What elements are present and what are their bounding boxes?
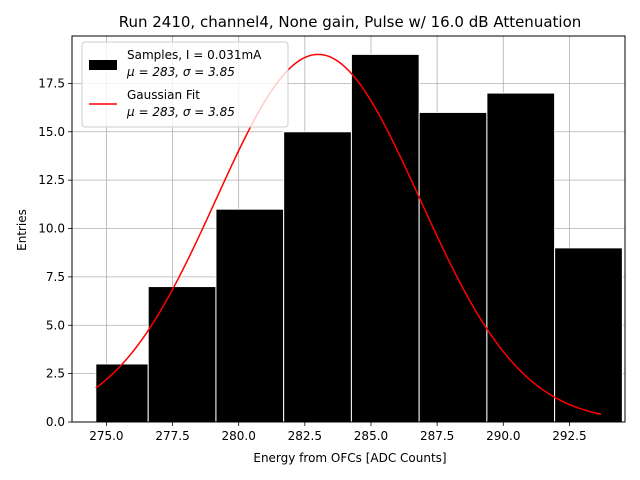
gaussian-fit-line (95, 53, 602, 416)
histogram-bar (215, 208, 285, 423)
legend-samples-stats: μ = 283, σ = 3.85 (126, 65, 235, 79)
y-tick-label: 10.0 (38, 222, 65, 236)
histogram-bar (350, 53, 420, 423)
gaussian-fit-curve (95, 53, 602, 416)
legend-fit-stats: μ = 283, σ = 3.85 (126, 105, 235, 119)
x-axis-label: Energy from OFCs [ADC Counts] (253, 451, 446, 465)
y-tick-label: 17.5 (38, 76, 65, 90)
plot-area-frame (71, 35, 626, 423)
y-tick-label: 0.0 (46, 415, 65, 429)
x-tick-label: 290.0 (486, 429, 520, 443)
x-tick-label: 285.0 (354, 429, 388, 443)
histogram-bar (418, 111, 488, 423)
histogram-bar (283, 131, 352, 423)
legend-frame (81, 41, 289, 128)
histogram-bar (147, 286, 217, 423)
y-tick-label: 7.5 (46, 270, 65, 284)
histogram-bar (486, 92, 556, 423)
y-tick-label: 15.0 (38, 125, 65, 139)
legend-fit-label: Gaussian Fit (127, 88, 200, 102)
histogram-bar (554, 247, 623, 423)
x-tick-label: 280.0 (222, 429, 256, 443)
histogram-bar (95, 363, 149, 423)
y-tick-label: 5.0 (46, 318, 65, 332)
y-axis-label: Entries (15, 209, 29, 251)
x-tick-label: 275.0 (89, 429, 123, 443)
legend: Samples, I = 0.031mA μ = 283, σ = 3.85 G… (81, 41, 289, 128)
y-tick-label: 12.5 (38, 173, 65, 187)
y-axis-ticks: 0.0 2.5 5.0 7.5 10.0 12.5 15.0 17.5 (38, 76, 72, 429)
y-tick-label: 2.5 (46, 367, 65, 381)
x-tick-label: 287.5 (420, 429, 454, 443)
legend-samples-label: Samples, I = 0.031mA (127, 48, 262, 62)
x-tick-label: 282.5 (288, 429, 322, 443)
chart-title: Run 2410, channel4, None gain, Pulse w/ … (119, 13, 582, 31)
x-tick-label: 292.5 (552, 429, 586, 443)
x-axis-ticks: 275.0 277.5 280.0 282.5 285.0 287.5 290.0 292.5 (89, 422, 587, 443)
legend-samples-swatch (89, 60, 117, 70)
histogram-bars (95, 53, 623, 423)
x-tick-label: 277.5 (155, 429, 189, 443)
